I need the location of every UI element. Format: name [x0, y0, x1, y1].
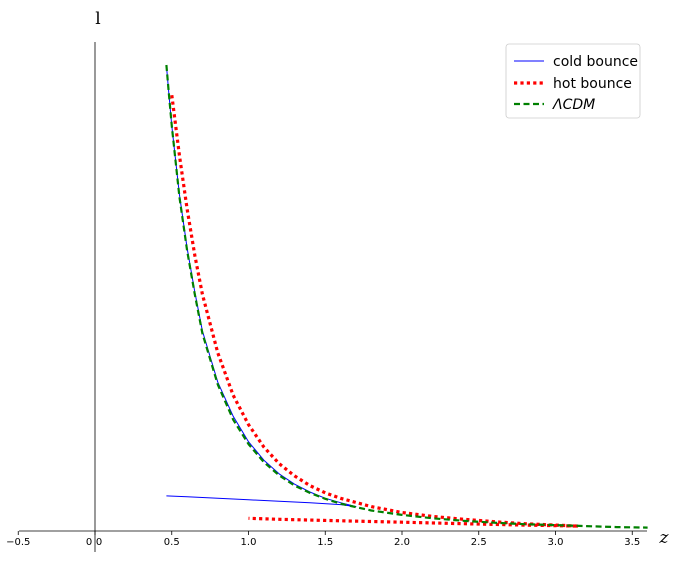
- legend-label-hot-bounce: hot bounce: [553, 76, 632, 92]
- x-ticks: −0.5 0 0.5 1.0 1.5 2.0 2.5 3.0 3.5: [6, 531, 640, 548]
- legend-label-cold-bounce: cold bounce: [553, 54, 638, 70]
- x-tick-label: 2.0: [394, 537, 410, 548]
- x-tick-label: 1.0: [241, 537, 257, 548]
- x-tick-label: 3.5: [624, 537, 640, 548]
- x-tick-label: 0: [96, 537, 102, 548]
- x-axis-label: z: [659, 528, 670, 548]
- series-layer: [165, 64, 648, 529]
- x-tick-label: 2.5: [471, 537, 487, 548]
- x-tick-label: 1.5: [317, 537, 333, 548]
- legend: cold bounce hot bounce ΛCDM: [505, 43, 641, 119]
- y-axis-label: l: [95, 9, 100, 29]
- legend-box: [505, 43, 641, 119]
- x-tick-label: 3.0: [548, 537, 564, 548]
- legend-label-lcdm: ΛCDM: [552, 97, 595, 113]
- series-lcdm: [165, 64, 648, 529]
- x-tick-label: 0.5: [164, 537, 180, 548]
- x-tick-label: −0.5: [6, 537, 30, 548]
- series-hot-bounce: [170, 94, 581, 528]
- origin-extra-tick-label: 0: [86, 537, 92, 548]
- axes: [19, 42, 647, 552]
